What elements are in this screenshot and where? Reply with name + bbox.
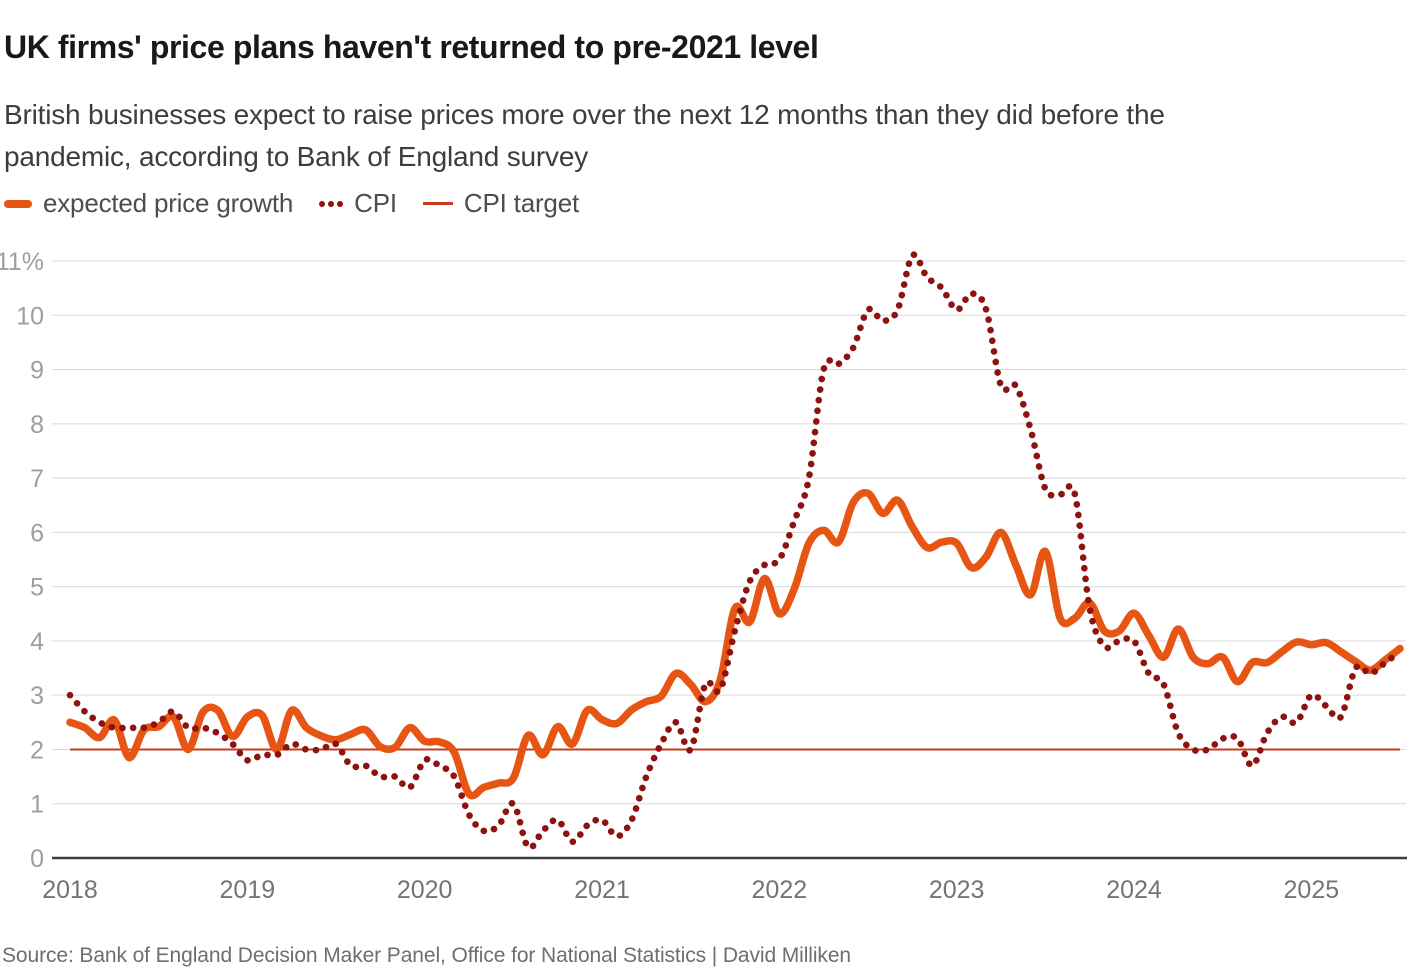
x-axis-tick-label: 2020	[397, 876, 453, 904]
legend-label-expected-price-growth: expected price growth	[43, 188, 294, 218]
y-axis-tick-label: 9	[30, 357, 44, 385]
x-axis-tick-label: 2022	[752, 876, 808, 904]
page-title: UK firms' price plans haven't returned t…	[4, 29, 819, 66]
subtitle-line-2: pandemic, according to Bank of England s…	[4, 141, 589, 172]
y-axis-tick-label: 0	[30, 845, 44, 873]
x-axis-tick-label: 2019	[220, 876, 276, 904]
y-axis-tick-label: 6	[30, 519, 44, 547]
source-note: Source: Bank of England Decision Maker P…	[2, 944, 851, 967]
legend: expected price growth CPI CPI target	[4, 188, 579, 219]
cpi-dots-swatch-icon	[319, 200, 344, 207]
y-axis-tick-label: 2	[30, 736, 44, 764]
legend-item-cpi: CPI	[319, 188, 397, 219]
legend-item-expected-price-growth: expected price growth	[4, 188, 293, 219]
y-axis-tick-label: 5	[30, 574, 44, 602]
expected-price-growth-line	[66, 489, 1404, 800]
subtitle-line-1: British businesses expect to raise price…	[4, 99, 1165, 130]
y-axis-tick-label: 11%	[0, 248, 44, 276]
x-axis-tick-label: 2024	[1106, 876, 1162, 904]
y-axis-tick-label: 4	[30, 628, 44, 656]
y-axis-tick-label: 1	[30, 791, 44, 819]
x-axis-tick-label: 2025	[1284, 876, 1340, 904]
x-axis-tick-label: 2018	[42, 876, 98, 904]
x-axis-tick-label: 2023	[929, 876, 985, 904]
legend-label-cpi-target: CPI target	[463, 188, 579, 218]
chart-subtitle: British businesses expect to raise price…	[4, 94, 1414, 178]
cpi-target-swatch-icon	[422, 202, 453, 205]
legend-label-cpi: CPI	[354, 188, 397, 218]
expected-price-growth-swatch-icon	[4, 199, 32, 208]
y-axis-tick-label: 7	[30, 465, 44, 493]
y-axis-tick-label: 8	[30, 411, 44, 439]
legend-item-cpi-target: CPI target	[422, 188, 579, 219]
y-axis-tick-label: 3	[30, 682, 44, 710]
y-axis-tick-label: 10	[16, 302, 44, 330]
cpi-line	[66, 251, 1404, 852]
x-axis-tick-label: 2021	[574, 876, 630, 904]
